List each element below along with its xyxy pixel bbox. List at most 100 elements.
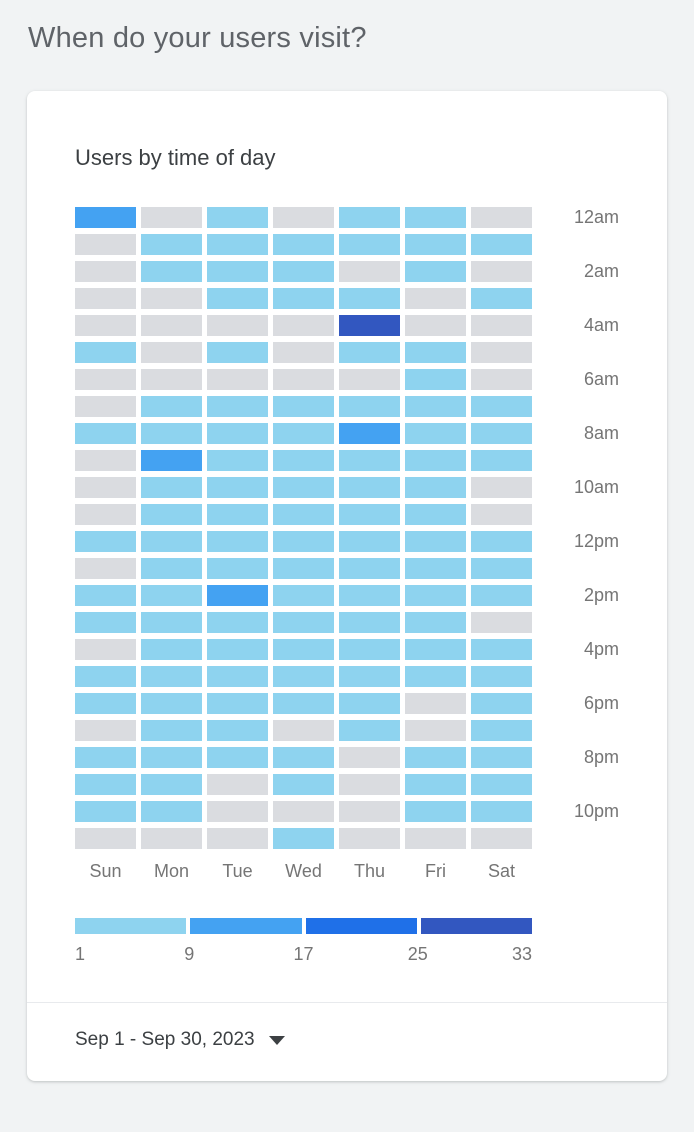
heatmap-cell[interactable]	[75, 585, 136, 606]
heatmap-cell[interactable]	[405, 639, 466, 660]
heatmap-cell[interactable]	[141, 774, 202, 795]
heatmap-cell[interactable]	[273, 747, 334, 768]
heatmap-cell[interactable]	[405, 207, 466, 228]
heatmap-cell[interactable]	[75, 612, 136, 633]
heatmap-cell[interactable]	[141, 369, 202, 390]
heatmap-cell[interactable]	[273, 288, 334, 309]
heatmap-cell[interactable]	[75, 477, 136, 498]
heatmap-cell[interactable]	[471, 477, 532, 498]
heatmap-cell[interactable]	[75, 531, 136, 552]
heatmap-cell[interactable]	[75, 423, 136, 444]
heatmap-cell[interactable]	[273, 720, 334, 741]
heatmap-cell[interactable]	[207, 585, 268, 606]
heatmap-cell[interactable]	[405, 801, 466, 822]
heatmap-cell[interactable]	[141, 504, 202, 525]
heatmap-cell[interactable]	[471, 234, 532, 255]
heatmap-cell[interactable]	[273, 693, 334, 714]
heatmap-cell[interactable]	[273, 612, 334, 633]
heatmap-cell[interactable]	[405, 666, 466, 687]
heatmap-cell[interactable]	[339, 612, 400, 633]
heatmap-cell[interactable]	[405, 531, 466, 552]
heatmap-cell[interactable]	[273, 504, 334, 525]
heatmap-cell[interactable]	[207, 774, 268, 795]
heatmap-cell[interactable]	[207, 315, 268, 336]
heatmap-cell[interactable]	[339, 774, 400, 795]
heatmap-cell[interactable]	[471, 774, 532, 795]
heatmap-cell[interactable]	[207, 261, 268, 282]
heatmap-cell[interactable]	[141, 612, 202, 633]
heatmap-cell[interactable]	[141, 828, 202, 849]
heatmap-cell[interactable]	[471, 747, 532, 768]
heatmap-cell[interactable]	[141, 558, 202, 579]
heatmap-cell[interactable]	[405, 558, 466, 579]
heatmap-cell[interactable]	[141, 585, 202, 606]
heatmap-cell[interactable]	[141, 531, 202, 552]
heatmap-cell[interactable]	[207, 477, 268, 498]
heatmap-cell[interactable]	[339, 639, 400, 660]
heatmap-cell[interactable]	[471, 450, 532, 471]
date-range-selector[interactable]: Sep 1 - Sep 30, 2023	[27, 1002, 667, 1081]
heatmap-cell[interactable]	[339, 369, 400, 390]
heatmap-cell[interactable]	[339, 423, 400, 444]
heatmap-cell[interactable]	[339, 288, 400, 309]
heatmap-cell[interactable]	[471, 369, 532, 390]
heatmap-cell[interactable]	[405, 828, 466, 849]
heatmap-cell[interactable]	[405, 261, 466, 282]
heatmap-cell[interactable]	[207, 558, 268, 579]
heatmap-cell[interactable]	[339, 396, 400, 417]
heatmap-cell[interactable]	[471, 666, 532, 687]
heatmap-cell[interactable]	[339, 450, 400, 471]
heatmap-cell[interactable]	[207, 450, 268, 471]
heatmap-cell[interactable]	[207, 828, 268, 849]
heatmap-cell[interactable]	[75, 747, 136, 768]
heatmap-cell[interactable]	[339, 585, 400, 606]
heatmap-cell[interactable]	[141, 288, 202, 309]
heatmap-cell[interactable]	[141, 693, 202, 714]
heatmap-cell[interactable]	[405, 342, 466, 363]
heatmap-cell[interactable]	[339, 261, 400, 282]
heatmap-cell[interactable]	[141, 666, 202, 687]
heatmap-cell[interactable]	[471, 315, 532, 336]
heatmap-cell[interactable]	[405, 747, 466, 768]
heatmap-cell[interactable]	[471, 396, 532, 417]
heatmap-cell[interactable]	[471, 504, 532, 525]
heatmap-cell[interactable]	[339, 720, 400, 741]
heatmap-cell[interactable]	[207, 423, 268, 444]
heatmap-cell[interactable]	[75, 288, 136, 309]
heatmap-cell[interactable]	[207, 369, 268, 390]
heatmap-cell[interactable]	[471, 801, 532, 822]
heatmap-cell[interactable]	[207, 801, 268, 822]
heatmap-cell[interactable]	[405, 450, 466, 471]
heatmap-cell[interactable]	[273, 774, 334, 795]
heatmap-cell[interactable]	[273, 369, 334, 390]
heatmap-cell[interactable]	[141, 234, 202, 255]
heatmap-cell[interactable]	[75, 693, 136, 714]
heatmap-cell[interactable]	[273, 450, 334, 471]
heatmap-cell[interactable]	[207, 234, 268, 255]
heatmap-cell[interactable]	[405, 720, 466, 741]
heatmap-cell[interactable]	[141, 747, 202, 768]
heatmap-cell[interactable]	[405, 423, 466, 444]
heatmap-cell[interactable]	[273, 666, 334, 687]
heatmap-cell[interactable]	[471, 639, 532, 660]
heatmap-cell[interactable]	[339, 531, 400, 552]
heatmap-cell[interactable]	[405, 612, 466, 633]
heatmap-cell[interactable]	[405, 774, 466, 795]
heatmap-cell[interactable]	[471, 720, 532, 741]
heatmap-cell[interactable]	[339, 747, 400, 768]
heatmap-cell[interactable]	[75, 666, 136, 687]
heatmap-cell[interactable]	[405, 315, 466, 336]
heatmap-cell[interactable]	[75, 207, 136, 228]
heatmap-cell[interactable]	[141, 423, 202, 444]
heatmap-cell[interactable]	[273, 396, 334, 417]
heatmap-cell[interactable]	[207, 504, 268, 525]
heatmap-cell[interactable]	[405, 369, 466, 390]
heatmap-cell[interactable]	[75, 720, 136, 741]
heatmap-cell[interactable]	[207, 531, 268, 552]
heatmap-cell[interactable]	[207, 207, 268, 228]
heatmap-cell[interactable]	[273, 315, 334, 336]
heatmap-cell[interactable]	[273, 234, 334, 255]
heatmap-cell[interactable]	[273, 342, 334, 363]
heatmap-cell[interactable]	[75, 369, 136, 390]
heatmap-cell[interactable]	[471, 828, 532, 849]
